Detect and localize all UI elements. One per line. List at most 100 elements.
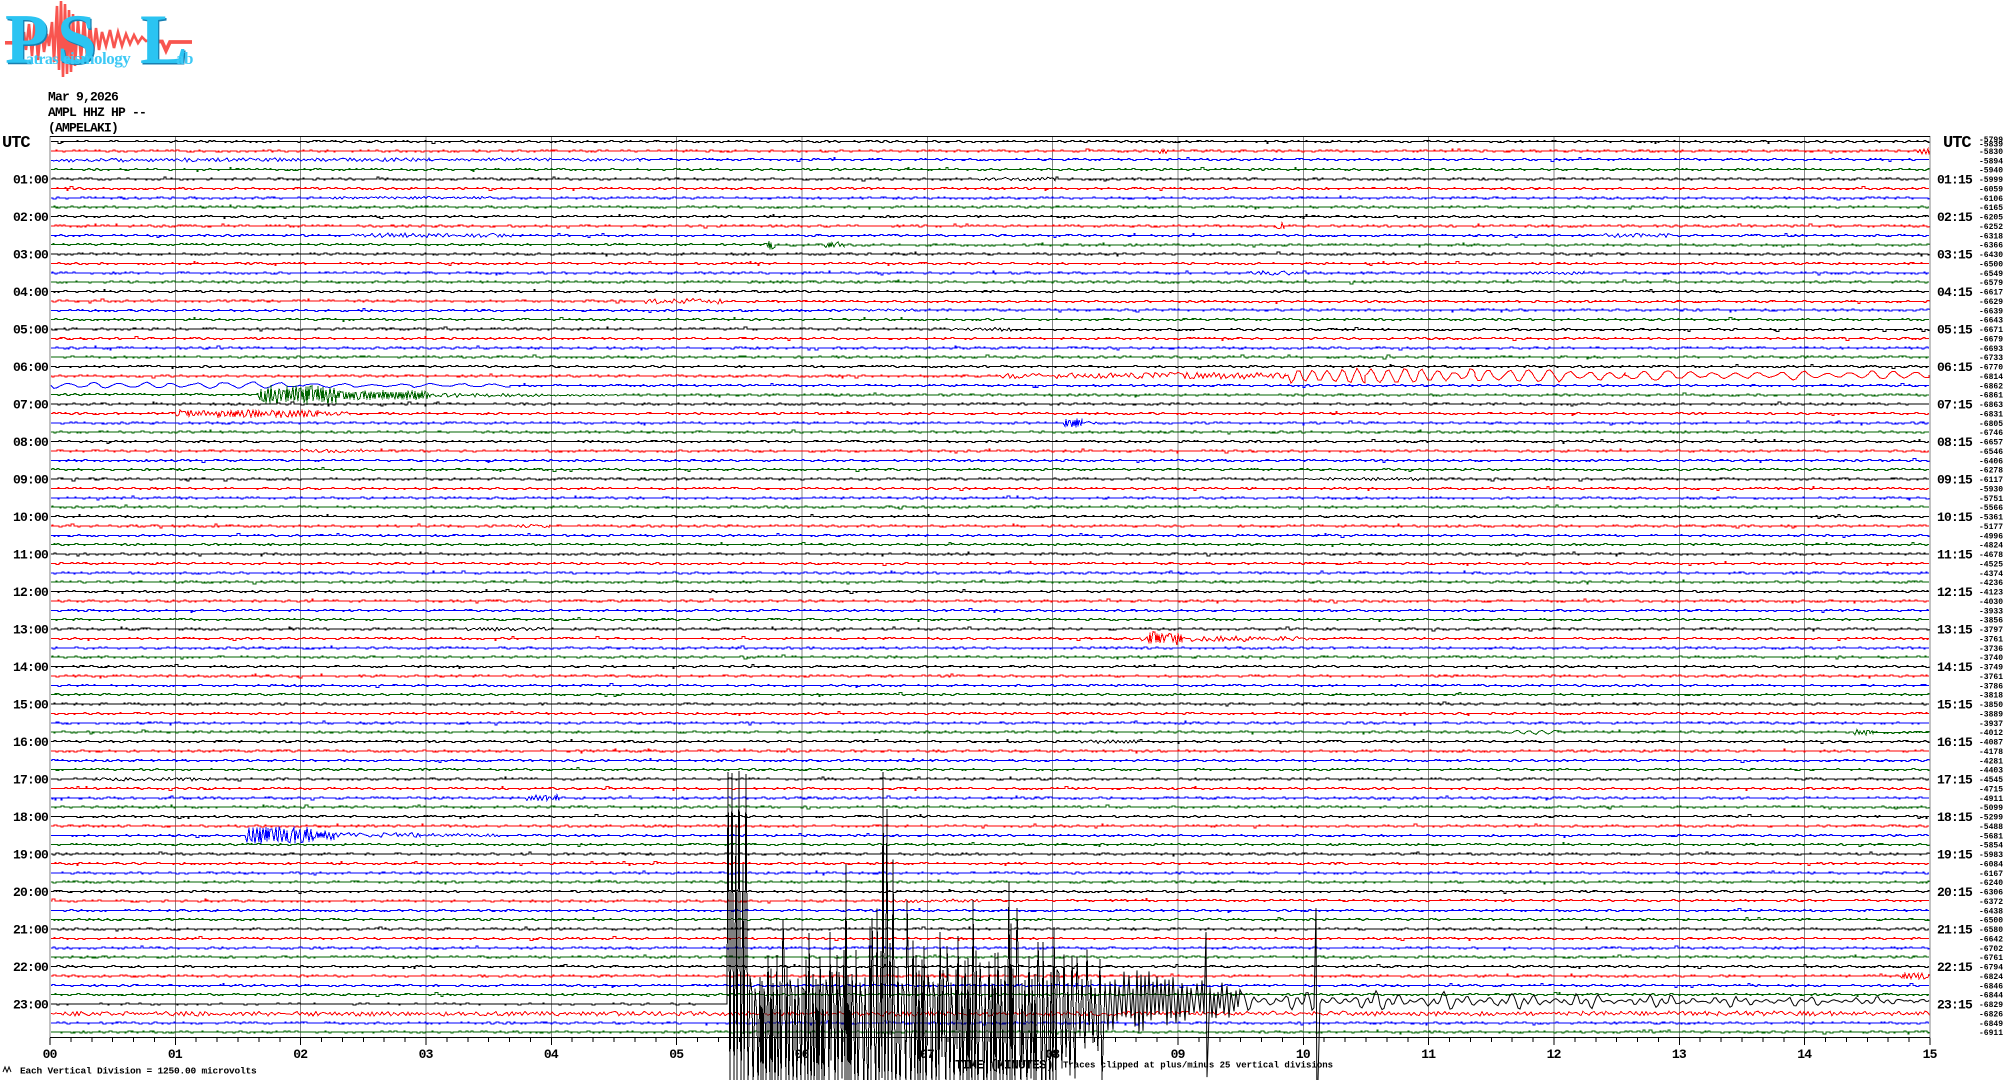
svg-text:-4030: -4030 bbox=[1979, 598, 2003, 607]
svg-text:-6549: -6549 bbox=[1979, 270, 2003, 279]
svg-text:-6863: -6863 bbox=[1979, 401, 2003, 410]
svg-text:-6746: -6746 bbox=[1979, 429, 2003, 438]
svg-text:07:00: 07:00 bbox=[13, 398, 49, 413]
svg-text:04:15: 04:15 bbox=[1937, 285, 1973, 300]
svg-text:13:15: 13:15 bbox=[1937, 623, 1973, 638]
svg-text:16:15: 16:15 bbox=[1937, 735, 1973, 750]
svg-text:-3937: -3937 bbox=[1979, 720, 2003, 729]
svg-text:12:00: 12:00 bbox=[13, 585, 49, 600]
svg-text:-6794: -6794 bbox=[1979, 964, 2003, 973]
svg-text:-6733: -6733 bbox=[1979, 354, 2003, 363]
svg-text:23:00: 23:00 bbox=[13, 998, 49, 1013]
svg-text:-6500: -6500 bbox=[1979, 261, 2003, 270]
svg-text:04: 04 bbox=[544, 1047, 559, 1062]
svg-text:19:15: 19:15 bbox=[1937, 848, 1973, 863]
svg-text:-6693: -6693 bbox=[1979, 345, 2003, 354]
svg-text:-6167: -6167 bbox=[1979, 870, 2003, 879]
svg-text:-6642: -6642 bbox=[1979, 936, 2003, 945]
svg-text:-6240: -6240 bbox=[1979, 879, 2003, 888]
svg-text:02:00: 02:00 bbox=[13, 210, 49, 225]
svg-text:22:15: 22:15 bbox=[1937, 960, 1973, 975]
svg-text:17:00: 17:00 bbox=[13, 773, 49, 788]
svg-text:-6629: -6629 bbox=[1979, 298, 2003, 307]
svg-text:-6117: -6117 bbox=[1979, 476, 2003, 485]
svg-text:09:15: 09:15 bbox=[1937, 473, 1973, 488]
svg-text:-3761: -3761 bbox=[1979, 636, 2003, 645]
svg-text:AMPL HHZ HP --: AMPL HHZ HP -- bbox=[48, 105, 146, 120]
svg-text:P: P bbox=[5, 1, 48, 79]
svg-text:23:15: 23:15 bbox=[1937, 998, 1973, 1013]
svg-text:-6643: -6643 bbox=[1979, 317, 2003, 326]
svg-text:-5751: -5751 bbox=[1979, 495, 2003, 504]
svg-text:Traces clipped at plus/minus 2: Traces clipped at plus/minus 25 vertical… bbox=[1063, 1061, 1333, 1071]
svg-text:-4824: -4824 bbox=[1979, 542, 2003, 551]
svg-text:-4403: -4403 bbox=[1979, 767, 2003, 776]
svg-text:-4123: -4123 bbox=[1979, 589, 2003, 598]
svg-text:-3786: -3786 bbox=[1979, 682, 2003, 691]
svg-text:-4525: -4525 bbox=[1979, 561, 2003, 570]
svg-text:-6657: -6657 bbox=[1979, 439, 2003, 448]
svg-text:01:15: 01:15 bbox=[1937, 173, 1973, 188]
svg-text:-3933: -3933 bbox=[1979, 607, 2003, 616]
svg-text:19:00: 19:00 bbox=[13, 848, 49, 863]
svg-text:14: 14 bbox=[1797, 1047, 1812, 1062]
svg-text:-3850: -3850 bbox=[1979, 701, 2003, 710]
svg-text:16:00: 16:00 bbox=[13, 735, 49, 750]
svg-text:-6366: -6366 bbox=[1979, 242, 2003, 251]
svg-text:01: 01 bbox=[168, 1047, 183, 1062]
svg-text:-6406: -6406 bbox=[1979, 457, 2003, 466]
svg-text:-6844: -6844 bbox=[1979, 992, 2003, 1001]
svg-text:-6278: -6278 bbox=[1979, 467, 2003, 476]
svg-text:atras: atras bbox=[26, 51, 58, 68]
svg-text:-6702: -6702 bbox=[1979, 945, 2003, 954]
svg-text:10:00: 10:00 bbox=[13, 510, 49, 525]
svg-text:-4236: -4236 bbox=[1979, 579, 2003, 588]
svg-text:-6084: -6084 bbox=[1979, 861, 2003, 870]
svg-text:09:00: 09:00 bbox=[13, 473, 49, 488]
svg-text:-6679: -6679 bbox=[1979, 336, 2003, 345]
svg-text:-5930: -5930 bbox=[1979, 486, 2003, 495]
svg-text:04:00: 04:00 bbox=[13, 285, 49, 300]
svg-text:06: 06 bbox=[795, 1047, 810, 1062]
svg-text:-5894: -5894 bbox=[1979, 157, 2003, 166]
svg-text:-6770: -6770 bbox=[1979, 364, 2003, 373]
svg-text:03:00: 03:00 bbox=[13, 248, 49, 263]
svg-text:(AMPELAKI): (AMPELAKI) bbox=[48, 121, 118, 136]
svg-text:L: L bbox=[140, 1, 187, 79]
svg-text:UTC: UTC bbox=[1943, 134, 1971, 153]
svg-text:-6430: -6430 bbox=[1979, 251, 2003, 260]
svg-text:-4545: -4545 bbox=[1979, 776, 2003, 785]
svg-text:-6824: -6824 bbox=[1979, 973, 2003, 982]
svg-text:07:15: 07:15 bbox=[1937, 398, 1973, 413]
svg-text:S: S bbox=[58, 2, 97, 80]
svg-text:-4178: -4178 bbox=[1979, 748, 2003, 757]
svg-text:-6165: -6165 bbox=[1979, 204, 2003, 213]
svg-text:06:00: 06:00 bbox=[13, 360, 49, 375]
svg-text:11: 11 bbox=[1421, 1047, 1436, 1062]
svg-text:09: 09 bbox=[1171, 1047, 1186, 1062]
svg-text:-6306: -6306 bbox=[1979, 889, 2003, 898]
svg-text:-3761: -3761 bbox=[1979, 673, 2003, 682]
svg-text:13:00: 13:00 bbox=[13, 623, 49, 638]
svg-text:05:15: 05:15 bbox=[1937, 323, 1973, 338]
svg-text:-5488: -5488 bbox=[1979, 823, 2003, 832]
svg-text:eismology: eismology bbox=[63, 49, 131, 68]
svg-text:-6252: -6252 bbox=[1979, 223, 2003, 232]
svg-text:13: 13 bbox=[1672, 1047, 1687, 1062]
svg-text:03:15: 03:15 bbox=[1937, 248, 1973, 263]
svg-text:-6318: -6318 bbox=[1979, 232, 2003, 241]
svg-text:-5099: -5099 bbox=[1979, 804, 2003, 813]
svg-text:10:15: 10:15 bbox=[1937, 510, 1973, 525]
svg-text:12:15: 12:15 bbox=[1937, 585, 1973, 600]
svg-text:-4012: -4012 bbox=[1979, 729, 2003, 738]
svg-text:15: 15 bbox=[1923, 1047, 1938, 1062]
svg-text:-6846: -6846 bbox=[1979, 982, 2003, 991]
svg-text:20:00: 20:00 bbox=[13, 885, 49, 900]
svg-text:P: P bbox=[6, 2, 49, 80]
svg-text:-6205: -6205 bbox=[1979, 214, 2003, 223]
svg-text:-6862: -6862 bbox=[1979, 382, 2003, 391]
svg-text:-5177: -5177 bbox=[1979, 523, 2003, 532]
svg-text:12: 12 bbox=[1547, 1047, 1562, 1062]
svg-text:21:15: 21:15 bbox=[1937, 923, 1973, 938]
svg-text:-6826: -6826 bbox=[1979, 1011, 2003, 1020]
